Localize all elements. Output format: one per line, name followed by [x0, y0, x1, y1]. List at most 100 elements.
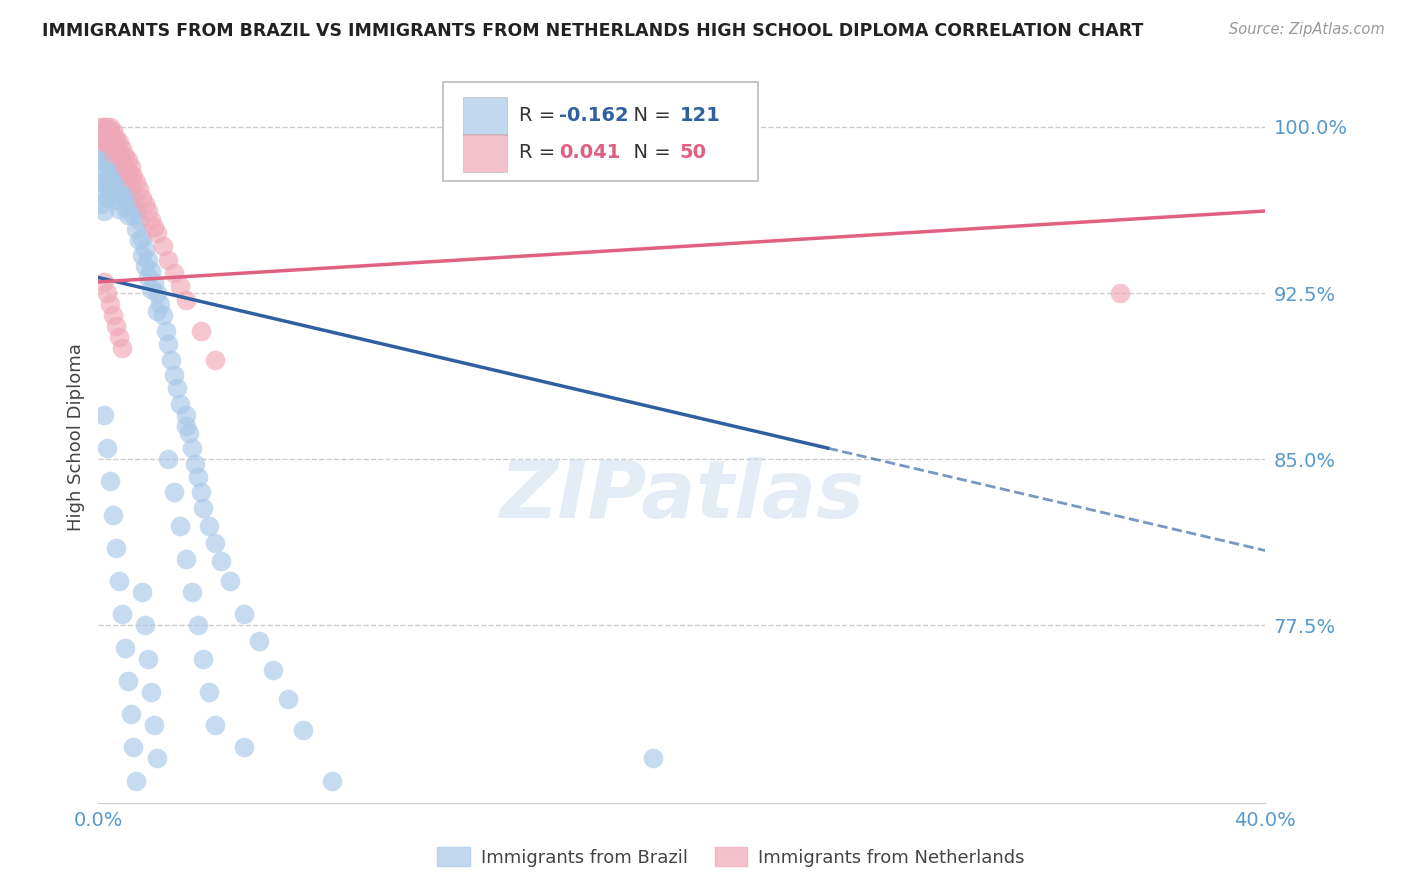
Point	[117, 164, 139, 178]
Point	[277, 691, 299, 706]
Point	[93, 137, 115, 152]
Point	[321, 773, 343, 788]
Point	[163, 368, 186, 382]
Point	[120, 707, 142, 722]
Point	[120, 200, 142, 214]
Point	[128, 806, 150, 821]
Point	[93, 124, 115, 138]
Point	[96, 285, 118, 300]
Y-axis label: High School Diploma: High School Diploma	[66, 343, 84, 531]
Point	[174, 293, 197, 307]
Point	[190, 324, 212, 338]
Point	[96, 120, 118, 134]
Text: ZIPatlas: ZIPatlas	[499, 457, 865, 534]
Point	[122, 191, 145, 205]
Point	[93, 408, 115, 422]
Point	[93, 136, 115, 150]
Point	[114, 148, 136, 162]
Point	[183, 457, 205, 471]
Point	[190, 485, 212, 500]
Point	[98, 169, 121, 183]
Point	[139, 282, 162, 296]
Point	[131, 230, 153, 244]
Point	[247, 634, 270, 648]
Point	[193, 501, 215, 516]
Point	[108, 146, 131, 161]
Point	[90, 153, 112, 167]
Point	[111, 607, 134, 622]
Point	[96, 136, 118, 150]
FancyBboxPatch shape	[463, 97, 508, 135]
Point	[134, 618, 156, 632]
Point	[108, 574, 131, 589]
Point	[177, 425, 200, 440]
Point	[101, 142, 124, 156]
Point	[204, 718, 226, 732]
Point	[142, 219, 165, 234]
Point	[104, 319, 127, 334]
Point	[187, 470, 209, 484]
Legend: Immigrants from Brazil, Immigrants from Netherlands: Immigrants from Brazil, Immigrants from …	[430, 840, 1032, 874]
Point	[262, 663, 284, 677]
Point	[101, 131, 124, 145]
Point	[104, 157, 127, 171]
Point	[157, 337, 180, 351]
Point	[139, 264, 162, 278]
Point	[157, 452, 180, 467]
Point	[108, 202, 131, 216]
Point	[146, 303, 169, 318]
Point	[198, 685, 221, 699]
Point	[93, 124, 115, 138]
Point	[139, 212, 162, 227]
Point	[120, 182, 142, 196]
Point	[166, 381, 188, 395]
Point	[125, 202, 148, 216]
Point	[146, 226, 169, 240]
Point	[155, 324, 177, 338]
Point	[104, 541, 127, 555]
Point	[134, 197, 156, 211]
Point	[96, 175, 118, 189]
Point	[131, 585, 153, 599]
Point	[198, 518, 221, 533]
Point	[108, 330, 131, 344]
Text: 0.041: 0.041	[560, 143, 621, 162]
Point	[180, 441, 202, 455]
Point	[142, 718, 165, 732]
Point	[93, 169, 115, 183]
Point	[98, 186, 121, 201]
Point	[90, 197, 112, 211]
Point	[111, 153, 134, 167]
Point	[96, 131, 118, 145]
Point	[90, 175, 112, 189]
Point	[163, 485, 186, 500]
Point	[114, 179, 136, 194]
Point	[98, 120, 121, 134]
Point	[136, 252, 159, 267]
Point	[149, 297, 172, 311]
Point	[108, 136, 131, 150]
Point	[93, 153, 115, 167]
Point	[131, 248, 153, 262]
Point	[114, 160, 136, 174]
Point	[108, 164, 131, 178]
Point	[174, 419, 197, 434]
Point	[96, 441, 118, 455]
Point	[122, 169, 145, 183]
Point	[111, 142, 134, 156]
Point	[101, 136, 124, 150]
Point	[90, 131, 112, 145]
Point	[125, 175, 148, 189]
Point	[111, 188, 134, 202]
Point	[174, 408, 197, 422]
Point	[180, 585, 202, 599]
Point	[204, 352, 226, 367]
Text: 50: 50	[679, 143, 707, 162]
Point	[96, 160, 118, 174]
Point	[380, 878, 402, 892]
Point	[174, 552, 197, 566]
Point	[101, 308, 124, 322]
Point	[96, 146, 118, 161]
Point	[146, 751, 169, 765]
Point	[93, 120, 115, 134]
